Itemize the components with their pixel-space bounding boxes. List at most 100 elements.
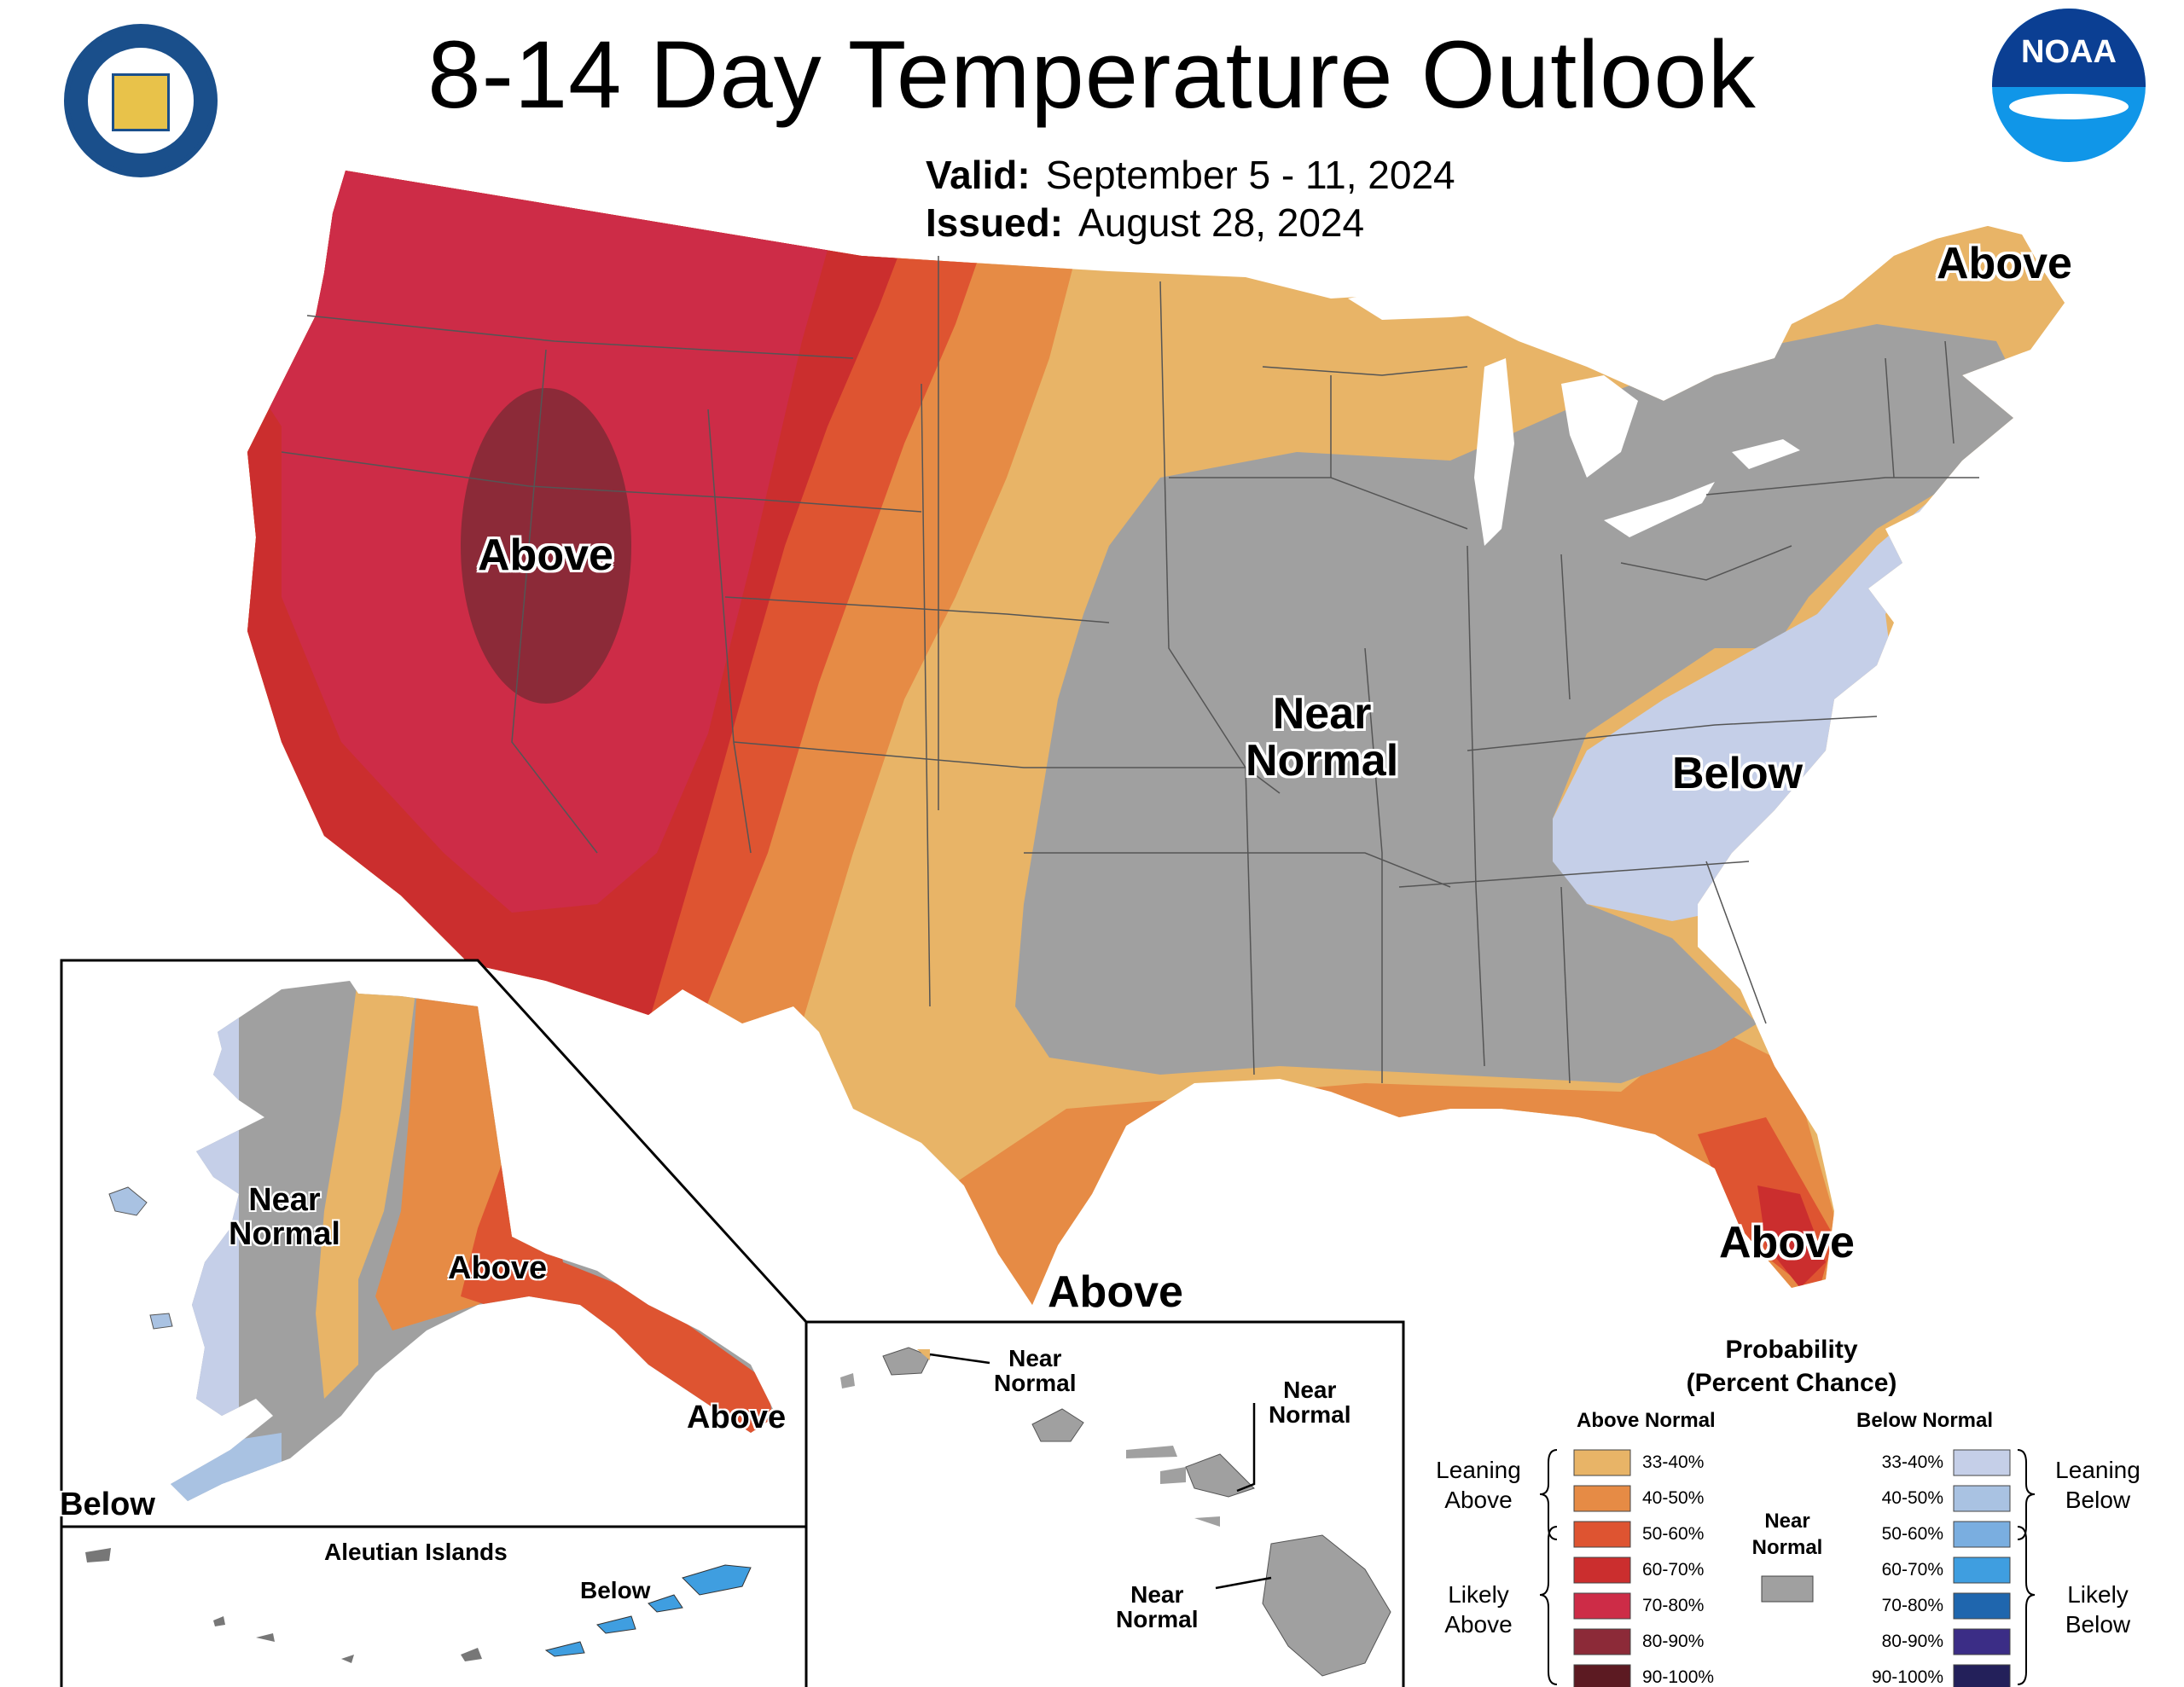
legend-likely-above-line1: Likely <box>1448 1581 1509 1608</box>
label-above-texas: Above <box>1048 1267 1183 1317</box>
legend-below-swatches <box>1953 1449 2011 1687</box>
label-below-east: Below <box>1672 749 1804 798</box>
aleutian-below-islands <box>544 1564 752 1657</box>
legend-above-header: Above Normal <box>1577 1409 1716 1432</box>
issued-label: Issued: <box>926 200 1064 245</box>
legend-braces <box>1539 1449 2036 1685</box>
legend-near-normal: Near Normal <box>1736 1508 1838 1561</box>
valid-row: Valid: September 5 - 11, 2024 <box>926 155 1455 194</box>
legend-below-label-4: 70-80% <box>1881 1596 1943 1615</box>
hawaii-leader-lines <box>929 1353 1272 1590</box>
above-core-area <box>461 388 631 704</box>
legend-leaning-below-line1: Leaning <box>2055 1457 2140 1483</box>
legend-below-swatch-2 <box>1953 1521 2011 1548</box>
legend-leaning-below: Leaning Below <box>2042 1455 2153 1515</box>
lake-huron <box>1561 375 1638 478</box>
legend-leaning-below-line2: Below <box>2065 1487 2131 1513</box>
legend-below-header: Below Normal <box>1856 1409 1994 1432</box>
legend-likely-above: Likely Above <box>1423 1580 1534 1639</box>
label-hi-n1-line2: Normal <box>994 1370 1077 1397</box>
legend-likely-below-line1: Likely <box>2067 1581 2129 1608</box>
legend-below-swatch-0 <box>1953 1449 2011 1476</box>
page-title: 8-14 Day Temperature Outlook <box>427 21 1757 128</box>
legend-above-swatch-5 <box>1573 1628 1631 1655</box>
legend-above-swatch-0 <box>1573 1449 1631 1476</box>
doc-seal-icon <box>64 24 218 177</box>
label-hi-n1-line1: Near <box>1008 1345 1062 1371</box>
legend-above-label-2: 50-60% <box>1642 1524 1705 1544</box>
label-ak-near-line2: Normal <box>229 1215 340 1252</box>
legend-below-swatch-4 <box>1953 1592 2011 1620</box>
legend-above-swatch-2 <box>1573 1521 1631 1548</box>
legend-below-swatch-3 <box>1953 1557 2011 1584</box>
legend-below-label-5: 80-90% <box>1881 1632 1943 1651</box>
legend-leaning-above-line2: Above <box>1444 1487 1513 1513</box>
label-hi-near-normal-1: Near Normal <box>994 1346 1076 1396</box>
lake-michigan <box>1474 358 1514 546</box>
legend-near-normal-line2: Normal <box>1751 1536 1823 1560</box>
legend-below-label-2: 50-60% <box>1881 1524 1943 1544</box>
label-hi-n2-line2: Normal <box>1269 1401 1351 1429</box>
noaa-logo-icon: NOAA <box>1992 9 2146 162</box>
label-ak-below: Below <box>60 1487 155 1522</box>
label-aleutian-below: Below <box>580 1577 651 1603</box>
legend-title-line2: (Percent Chance) <box>1686 1369 1897 1397</box>
legend-above-swatch-3 <box>1573 1557 1631 1584</box>
label-near-normal: Near Normal <box>1246 691 1398 784</box>
state-boundaries <box>281 256 1979 1084</box>
hawaii-inset <box>804 1320 1405 1687</box>
aleutian-title: Aleutian Islands <box>324 1539 508 1565</box>
legend-below-swatch-1 <box>1953 1485 2011 1512</box>
label-hi-n3-line2: Normal <box>1116 1606 1199 1633</box>
issued-value: August 28, 2024 <box>1078 200 1365 245</box>
legend-above-label-0: 33-40% <box>1642 1452 1705 1472</box>
legend-near-normal-line1: Near <box>1764 1510 1810 1533</box>
noaa-logo-text: NOAA <box>2021 34 2117 70</box>
label-ak-above: Above <box>448 1250 548 1286</box>
legend-below-label-3: 60-70% <box>1881 1560 1943 1580</box>
legend-near-normal-swatch <box>1761 1575 1814 1603</box>
legend-below-label-1: 40-50% <box>1881 1488 1943 1508</box>
legend-below-label-0: 33-40% <box>1881 1452 1943 1472</box>
legend-below-label-6: 90-100% <box>1871 1667 1943 1687</box>
legend-graphics <box>1539 1449 2036 1687</box>
label-hi-n3-line1: Near <box>1130 1581 1184 1608</box>
label-ak-above-se: Above <box>687 1400 787 1435</box>
legend-likely-above-line2: Above <box>1444 1611 1513 1638</box>
label-near-normal-line2: Normal <box>1246 735 1399 786</box>
legend-above-swatch-4 <box>1573 1592 1631 1620</box>
label-near-normal-line1: Near <box>1272 689 1372 739</box>
legend-above-swatch-6 <box>1573 1664 1631 1687</box>
legend-leaning-above-line1: Leaning <box>1436 1457 1521 1483</box>
lake-ontario <box>1732 439 1800 469</box>
legend-below-swatch-6 <box>1953 1664 2011 1687</box>
issued-row: Issued: August 28, 2024 <box>926 203 1364 242</box>
label-hi-n2-line1: Near <box>1283 1377 1337 1403</box>
legend-above-label-1: 40-50% <box>1642 1488 1705 1508</box>
legend-title: Probability (Percent Chance) <box>1612 1333 1971 1400</box>
legend-leaning-above: Leaning Above <box>1423 1455 1534 1515</box>
legend-title-line1: Probability <box>1725 1336 1858 1364</box>
lake-erie <box>1604 482 1715 537</box>
label-ak-near-normal: Near Normal <box>229 1182 340 1252</box>
label-ak-near-line1: Near <box>248 1182 321 1218</box>
aleutian-islands <box>85 1548 482 1663</box>
label-above-maine: Above <box>1937 239 2072 288</box>
legend-above-label-4: 70-80% <box>1642 1596 1705 1615</box>
label-hi-near-normal-2: Near Normal <box>1269 1377 1350 1428</box>
legend-below-swatch-5 <box>1953 1628 2011 1655</box>
legend-above-swatches <box>1573 1449 1631 1687</box>
label-hi-near-normal-3: Near Normal <box>1116 1582 1198 1632</box>
legend-above-label-3: 60-70% <box>1642 1560 1705 1580</box>
alaska-inset <box>60 959 808 1687</box>
legend-likely-below-line2: Below <box>2065 1611 2131 1638</box>
legend-above-swatch-1 <box>1573 1485 1631 1512</box>
legend-above-label-6: 90-100% <box>1642 1667 1715 1687</box>
lake-superior <box>1348 281 1527 320</box>
legend-likely-below: Likely Below <box>2042 1580 2153 1639</box>
legend-above-label-5: 80-90% <box>1642 1632 1705 1651</box>
label-above-florida: Above <box>1719 1218 1855 1267</box>
label-above-west: Above <box>478 530 613 580</box>
